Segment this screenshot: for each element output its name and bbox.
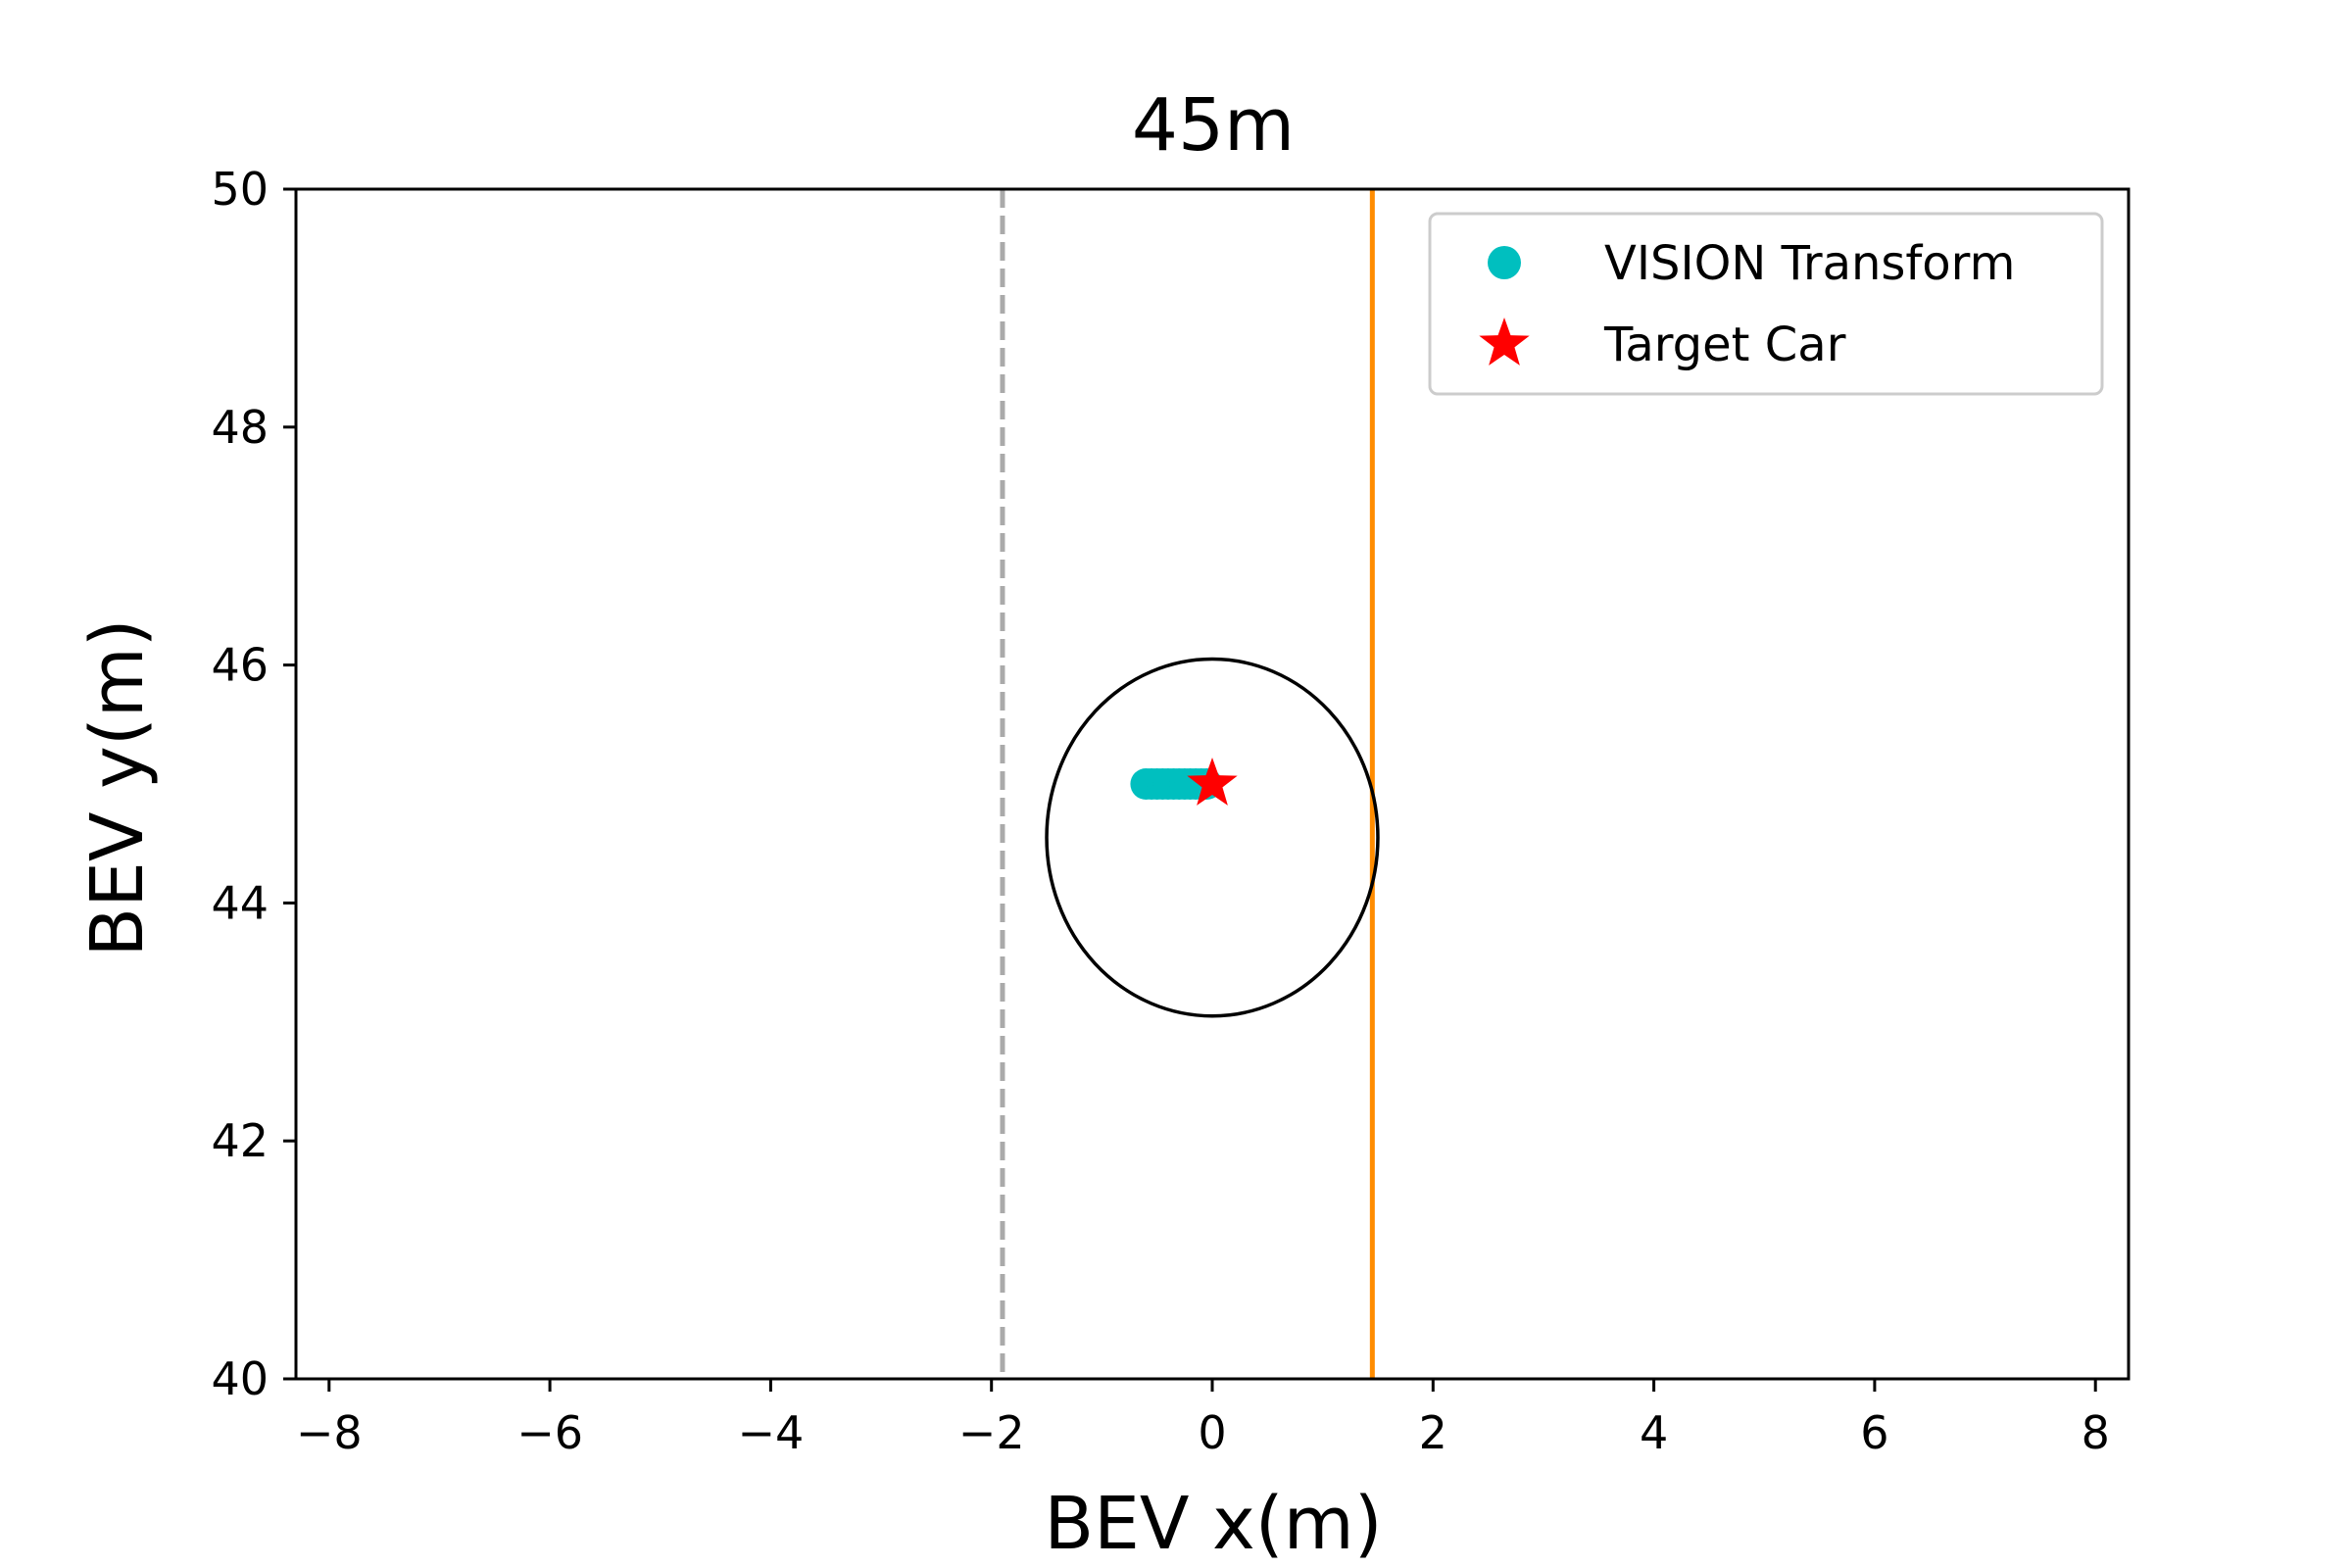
x-tick-label: 8 — [2082, 1406, 2110, 1459]
x-tick-label: 0 — [1198, 1406, 1226, 1459]
legend-label: Target Car — [1603, 318, 1846, 372]
legend-marker-target-car — [1479, 318, 1530, 366]
legend-marker-vision-transform — [1488, 246, 1521, 279]
x-tick-label: 2 — [1419, 1406, 1447, 1459]
x-tick-label: −6 — [516, 1406, 583, 1459]
y-axis-ticks: 40 42 44 46 48 50 — [211, 163, 296, 1405]
x-tick-label: 4 — [1640, 1406, 1668, 1459]
y-tick-label: 40 — [211, 1352, 269, 1405]
chart-title: 45m — [1132, 83, 1295, 168]
plot-data-layer — [1000, 189, 1380, 1379]
target-car-star-marker — [1187, 758, 1238, 806]
x-tick-label: −2 — [958, 1406, 1025, 1459]
x-tick-label: −8 — [296, 1406, 363, 1459]
x-axis-title: BEV x(m) — [1044, 1482, 1382, 1566]
y-tick-label: 46 — [211, 639, 269, 692]
legend-box — [1428, 212, 2104, 396]
x-tick-label: −4 — [737, 1406, 804, 1459]
y-tick-label: 42 — [211, 1114, 269, 1167]
legend-label: VISION Transform — [1604, 236, 2015, 291]
y-tick-label: 50 — [211, 163, 269, 216]
legend: VISION Transform Target Car — [1428, 212, 2104, 396]
y-tick-label: 44 — [211, 876, 269, 929]
x-axis-ticks: −8 −6 −4 −2 0 2 4 6 8 — [296, 1379, 2110, 1459]
y-tick-label: 48 — [211, 401, 269, 454]
x-tick-label: 6 — [1860, 1406, 1888, 1459]
uncertainty-ellipse — [1045, 657, 1380, 1018]
y-axis-title: BEV y(m) — [75, 618, 160, 956]
